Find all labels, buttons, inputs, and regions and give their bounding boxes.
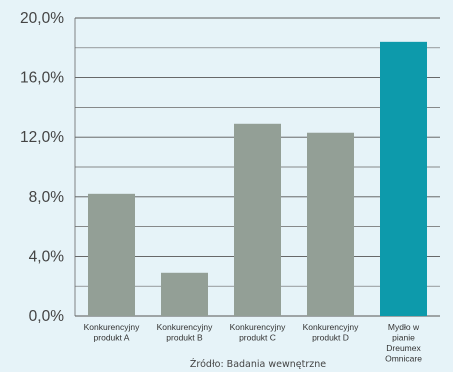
bar-2 — [161, 272, 208, 316]
y-tick-label: 12,0% — [20, 129, 64, 146]
y-tick-label: 8,0% — [29, 189, 65, 206]
category-label-line: produkt D — [312, 333, 349, 343]
category-label-3: Konkurencyjny produkt C — [230, 322, 287, 343]
category-label-line: produkt B — [166, 333, 203, 343]
y-tick-label: 20,0% — [20, 10, 64, 27]
category-label-line: produkt A — [94, 333, 130, 343]
category-label-line: Konkurencyjny — [230, 322, 287, 332]
category-label-line: pianie — [392, 333, 415, 343]
y-tick-label: 4,0% — [29, 248, 65, 265]
y-axis-ticks: 0,0% 4,0% 8,0% 12,0% 16,0% 20,0% — [20, 10, 64, 325]
category-label-line: Konkurencyjny — [84, 322, 141, 332]
category-label-5: Mydło w pianie Dreumex Omnicare — [385, 322, 422, 364]
bar-1 — [88, 193, 135, 316]
y-tick-label: 16,0% — [20, 70, 64, 87]
source-note: Źródło: Badania wewnętrzne — [190, 358, 326, 370]
category-label-line: Konkurencyjny — [157, 322, 214, 332]
category-label-line: Omnicare — [385, 354, 422, 364]
category-label-line: produkt C — [239, 333, 276, 343]
category-label-1: Konkurencyjny produkt A — [84, 322, 141, 343]
bars — [88, 41, 427, 317]
category-label-line: Konkurencyjny — [303, 322, 360, 332]
category-label-line: Mydło w — [388, 322, 420, 332]
bar-5 — [380, 41, 427, 317]
bar-3 — [234, 123, 281, 316]
category-label-2: Konkurencyjny produkt B — [157, 322, 214, 343]
category-label-4: Konkurencyjny produkt D — [303, 322, 360, 343]
bar-4 — [307, 132, 354, 316]
category-label-line: Dreumex — [386, 343, 421, 353]
y-tick-label: 0,0% — [29, 308, 65, 325]
